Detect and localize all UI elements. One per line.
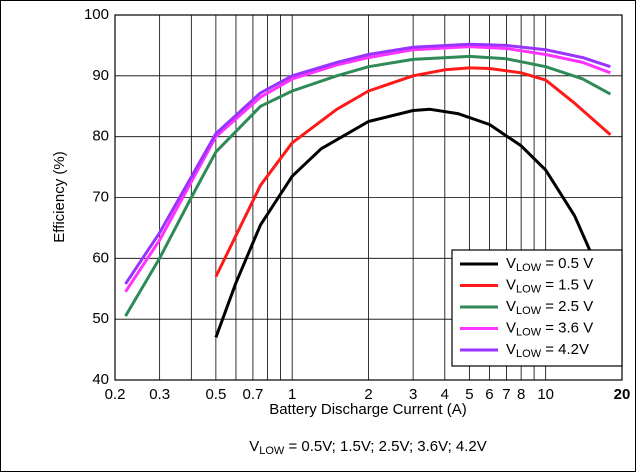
caption: VLOW = 0.5V; 1.5V; 2.5V; 3.6V; 4.2V (249, 438, 487, 457)
legend-label: VLOW = 0.5 V (506, 255, 593, 274)
x-tick-label: 6 (485, 386, 493, 403)
x-tick-label: 0.5 (205, 386, 226, 403)
y-tick-label: 60 (92, 249, 109, 266)
x-tick-label: 2 (364, 386, 372, 403)
y-tick-label: 100 (84, 6, 109, 23)
x-tick-label: 7 (502, 386, 510, 403)
x-tick-label: 8 (517, 386, 525, 403)
y-tick-label: 80 (92, 128, 109, 145)
plot-border (114, 14, 623, 381)
legend-label: VLOW = 4.2V (506, 341, 589, 360)
y-tick-label: 70 (92, 188, 109, 205)
series-line (124, 54, 612, 317)
legend-label: VLOW = 1.5 V (506, 276, 593, 295)
x-tick-label: 5 (465, 386, 473, 403)
x-tick-label: 0.3 (149, 386, 170, 403)
x-tick-label: 3 (409, 386, 417, 403)
x-tick-label: 0.2 (105, 386, 126, 403)
series-line (214, 107, 606, 338)
y-tick-label: 40 (92, 371, 109, 388)
y-tick-label: 90 (92, 67, 109, 84)
x-axis-label: Battery Discharge Current (A) (269, 401, 467, 418)
x-tick-label: 20 (614, 386, 631, 403)
x-tick-label: 0.7 (242, 386, 263, 403)
series-line (124, 45, 611, 293)
y-tick-label: 50 (92, 310, 109, 327)
y-axis-label: Efficiency (%) (51, 151, 68, 242)
legend-label: VLOW = 2.5 V (506, 298, 593, 317)
series-line (214, 66, 612, 278)
x-tick-label: 1 (288, 386, 296, 403)
legend-label: VLOW = 3.6 V (506, 319, 593, 338)
series-line (124, 42, 611, 285)
x-tick-label: 4 (441, 386, 449, 403)
x-tick-label: 10 (537, 386, 554, 403)
